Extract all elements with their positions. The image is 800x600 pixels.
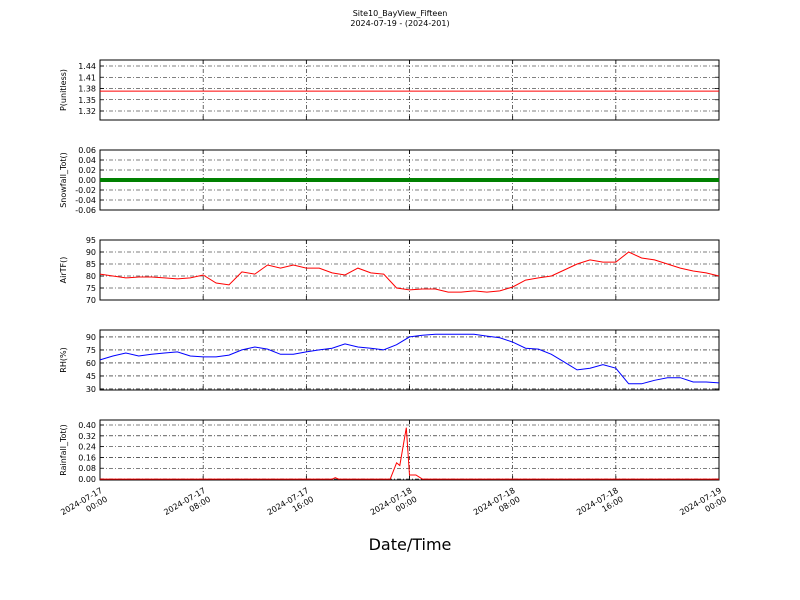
y-tick-label: 60 bbox=[86, 359, 96, 368]
x-tick-label: 2024-07-1900:00 bbox=[678, 486, 728, 526]
y-tick-label: 0.40 bbox=[78, 421, 96, 430]
y-axis-label: RH(%) bbox=[59, 347, 68, 372]
y-tick-label: 0.04 bbox=[78, 156, 96, 165]
plot-frame bbox=[99, 329, 720, 391]
data-line bbox=[99, 251, 720, 293]
x-axis-label: Date/Time bbox=[369, 535, 452, 554]
x-tick-label: 2024-07-1700:00 bbox=[59, 486, 109, 526]
x-tick-label: 2024-07-1708:00 bbox=[162, 486, 212, 526]
y-tick-label: 1.32 bbox=[78, 107, 96, 116]
y-tick-label: 30 bbox=[86, 385, 96, 394]
y-tick-label: 1.35 bbox=[78, 96, 96, 105]
y-tick-label: 90 bbox=[86, 333, 96, 342]
y-axis-label: Snowfall_Tot() bbox=[59, 152, 68, 208]
y-tick-label: 0.24 bbox=[78, 443, 96, 452]
x-tick-label: 2024-07-1800:00 bbox=[369, 486, 419, 526]
y-tick-label: 0.00 bbox=[78, 176, 96, 185]
chart-subtitle: 2024-07-19 - (2024-201) bbox=[350, 19, 449, 28]
y-tick-label: 95 bbox=[86, 236, 96, 245]
plot-frame bbox=[99, 239, 720, 301]
y-axis-label: AirTF() bbox=[59, 257, 68, 284]
y-axis-label: Rainfall_Tot() bbox=[59, 424, 68, 476]
y-axis-label: P(unitless) bbox=[59, 69, 68, 111]
y-tick-label: 0.00 bbox=[78, 475, 96, 484]
plot-frame bbox=[99, 59, 720, 121]
chart-title: Site10_BayView_Fifteen bbox=[353, 9, 448, 18]
y-tick-label: 75 bbox=[86, 284, 96, 293]
data-line bbox=[100, 427, 719, 480]
y-tick-label: 1.44 bbox=[78, 62, 96, 71]
y-tick-label: -0.02 bbox=[75, 186, 96, 195]
y-tick-label: 0.08 bbox=[78, 464, 96, 473]
y-tick-label: 0.06 bbox=[78, 146, 96, 155]
y-tick-label: 0.32 bbox=[78, 432, 96, 441]
y-tick-label: 85 bbox=[86, 260, 96, 269]
y-tick-label: 0.16 bbox=[78, 453, 96, 462]
y-tick-label: 45 bbox=[86, 372, 96, 381]
plot-frame bbox=[99, 419, 720, 481]
y-tick-label: 1.41 bbox=[78, 73, 96, 82]
x-tick-label: 2024-07-1808:00 bbox=[472, 486, 522, 526]
y-tick-label: 90 bbox=[86, 248, 96, 257]
x-tick-label: 2024-07-1816:00 bbox=[575, 486, 625, 526]
y-tick-label: 80 bbox=[86, 272, 96, 281]
x-tick-label: 2024-07-1716:00 bbox=[266, 486, 316, 526]
y-tick-label: 0.02 bbox=[78, 166, 96, 175]
y-tick-label: -0.06 bbox=[75, 206, 96, 215]
data-line bbox=[99, 333, 720, 385]
y-tick-label: -0.04 bbox=[75, 196, 96, 205]
y-tick-label: 75 bbox=[86, 346, 96, 355]
y-tick-label: 1.38 bbox=[78, 85, 96, 94]
y-tick-label: 70 bbox=[86, 296, 96, 305]
